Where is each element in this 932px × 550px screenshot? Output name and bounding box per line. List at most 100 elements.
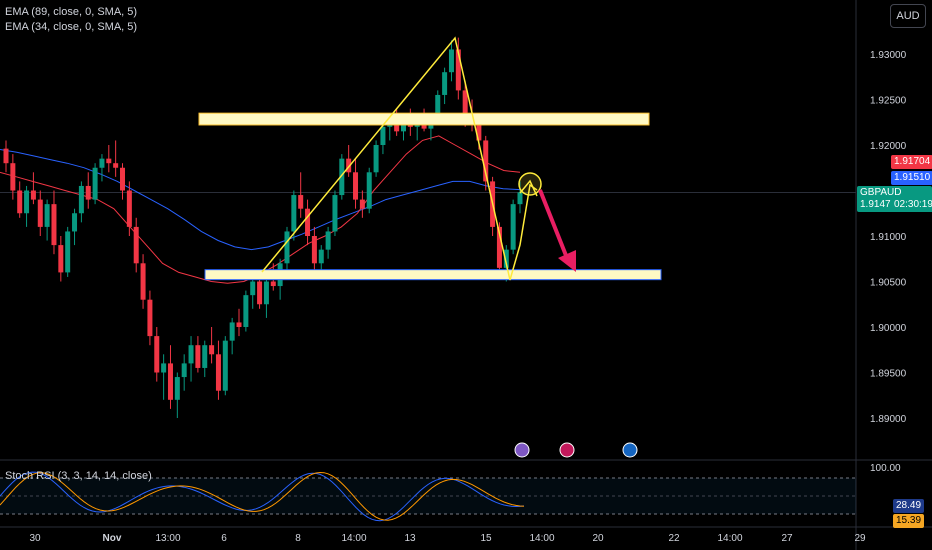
candle-body [305,208,311,236]
candle-body [373,145,379,173]
candle-body [483,140,489,182]
candle-body [51,204,57,246]
candle-body [270,281,276,287]
countdown-tag: 02:30:19 [891,198,932,212]
ema34-legend[interactable]: EMA (34, close, 0, SMA, 5) [5,21,138,33]
candle-body [161,363,167,373]
candle-body [58,245,64,273]
symbol-label: GBPAUD [860,187,902,198]
ema34-line [0,135,521,284]
x-tick-label: 30 [29,533,41,544]
candle-body [17,190,23,214]
candle-body [496,226,502,268]
candle-body [448,49,454,73]
candle-body [503,249,509,268]
candle-body [126,190,132,227]
candle-body [78,185,84,214]
x-tick-label: 8 [295,533,301,544]
candle-body [72,213,78,232]
candle-body [65,231,71,273]
ema89-price-tag: 1.91510 [891,171,932,185]
candle-body [243,295,249,327]
candle-body [455,49,461,91]
candle-body [263,281,269,305]
stoch-d-line [0,471,525,521]
candle-body [37,199,43,227]
lightning-event-icon [514,442,530,458]
candle-body [120,167,126,191]
candle-body [284,231,290,264]
uk-flag-event-icon [559,442,575,458]
candle-body [106,158,112,164]
candle-body [291,195,297,232]
rsi-d-tag: 15.39 [893,514,925,528]
candle-body [3,148,9,164]
price-axis[interactable]: 1.93000 1.92500 1.92000 1.91000 1.90500 1.900… [870,50,907,425]
candle-body [311,236,317,264]
x-tick-label: 13:00 [155,533,180,544]
pattern-drawings[interactable] [261,36,576,281]
candlestick-series [3,37,523,418]
y-tick-label: 1.90000 [870,323,907,334]
y-tick-label: 1.91000 [870,232,907,243]
candle-body [85,185,91,200]
down-arrow-head [558,250,576,272]
au-flag-event-icon [622,442,638,458]
candle-body [517,192,523,205]
target-circle [518,172,542,196]
resistance-zone [198,112,650,126]
candle-body [359,199,365,209]
x-tick-label: 15 [480,533,492,544]
candle-body [92,167,98,200]
candle-body [113,163,119,168]
x-tick-label: 14:00 [529,533,554,544]
y-tick-label: 1.89500 [870,369,907,380]
candle-body [209,345,215,355]
candle-body [99,158,105,168]
stoch-rsi-legend[interactable]: Stoch RSI (3, 3, 14, 14, close) [5,470,152,482]
candle-body [167,363,173,400]
rsi-k-tag: 28.49 [893,499,925,513]
candle-body [30,190,36,200]
rsi-tick-label: 100.00 [870,463,901,474]
currency-button[interactable]: AUD [890,4,926,28]
candle-body [476,122,482,141]
candle-body [366,172,372,209]
candle-body [215,354,221,391]
candle-body [318,249,324,264]
stoch-rsi-pane: 100.00 [0,463,901,522]
small-peak [519,179,538,197]
ema89-legend[interactable]: EMA (89, close, 0, SMA, 5) [5,6,138,18]
candle-body [325,231,331,250]
candle-body [250,281,256,296]
support-zone [204,269,662,281]
x-tick-label: 14:00 [341,533,366,544]
zigzag-pattern [261,36,538,281]
event-icons[interactable] [514,442,638,458]
candle-body [154,336,160,373]
ema89-line [0,149,521,251]
candle-body [147,299,153,337]
x-tick-label: 27 [781,533,793,544]
candle-body [133,226,139,264]
candle-body [10,163,16,191]
candle-body [140,263,146,300]
candle-body [339,158,345,196]
ema-lines [0,135,521,284]
y-tick-label: 1.92500 [870,96,907,107]
ema34-price-tag: 1.91704 [891,155,932,169]
candle-body [229,322,235,341]
candle-body [510,204,516,250]
candle-body [332,195,338,232]
candle-body [181,363,187,378]
x-tick-label: 13 [404,533,416,544]
support-resistance-zones[interactable] [198,112,662,281]
stoch-k-line [0,471,525,522]
candle-body [353,172,359,200]
candle-body [195,345,201,368]
y-tick-label: 1.89000 [870,414,907,425]
candle-body [435,94,441,118]
candle-body [298,195,304,209]
